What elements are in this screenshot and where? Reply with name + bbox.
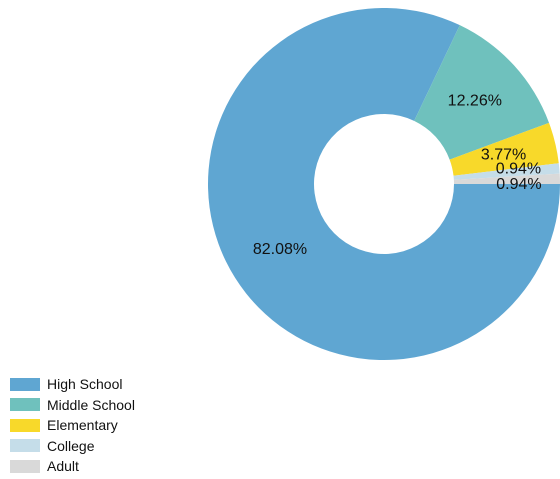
- slice-label-elementary: 3.77%: [481, 146, 526, 163]
- legend-item-middle-school[interactable]: Middle School: [10, 397, 135, 414]
- legend-label: High School: [47, 376, 123, 393]
- slice-label-high-school: 82.08%: [253, 241, 307, 258]
- legend-label: Elementary: [47, 417, 118, 434]
- slice-middle-school[interactable]: [414, 25, 550, 160]
- slice-label-adult: 0.94%: [496, 176, 541, 193]
- slice-adult[interactable]: [453, 173, 560, 184]
- slice-label-college: 0.94%: [496, 160, 541, 177]
- legend-swatch: [10, 377, 40, 391]
- legend: High School Middle School Elementary Col…: [10, 376, 135, 475]
- legend-label: College: [47, 437, 95, 454]
- legend-item-elementary[interactable]: Elementary: [10, 417, 135, 434]
- legend-label: Middle School: [47, 396, 135, 413]
- slice-elementary[interactable]: [449, 122, 559, 176]
- slice-high-school[interactable]: [208, 8, 560, 360]
- legend-label: Adult: [47, 458, 79, 475]
- legend-item-adult[interactable]: Adult: [10, 458, 135, 475]
- slice-label-middle-school: 12.26%: [448, 92, 502, 109]
- legend-swatch: [10, 439, 40, 453]
- legend-swatch: [10, 418, 40, 432]
- legend-swatch: [10, 459, 40, 473]
- legend-swatch: [10, 398, 40, 412]
- slice-college[interactable]: [453, 163, 560, 180]
- legend-item-college[interactable]: College: [10, 438, 135, 455]
- legend-item-high-school[interactable]: High School: [10, 376, 135, 393]
